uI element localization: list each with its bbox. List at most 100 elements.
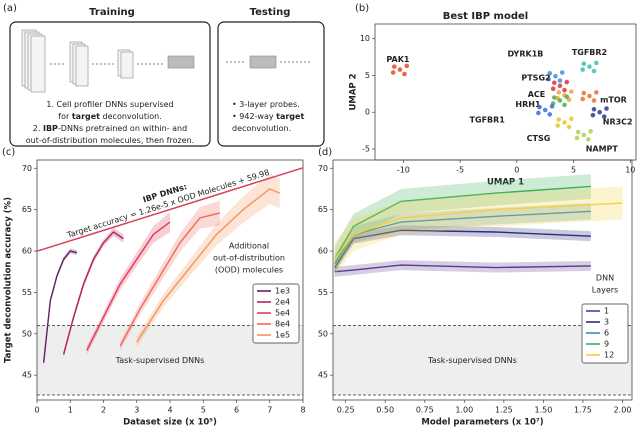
cluster-label: NR3C2 [603, 118, 633, 127]
x-tick-label: 1.50 [535, 406, 553, 415]
error-band [86, 212, 170, 355]
description-line: • 942-way target [232, 112, 304, 121]
panel-label: (c) [2, 147, 15, 158]
cluster-label: ACE [528, 90, 546, 99]
cluster-label: mTOR [600, 96, 627, 105]
series-line [136, 188, 280, 343]
x-tick-label: 1.75 [574, 406, 592, 415]
scatter-point [574, 135, 580, 141]
plot-area [333, 174, 623, 277]
x-tick-label: 0.25 [337, 406, 355, 415]
x-tick-label: 0.50 [376, 406, 394, 415]
reference-label: Task-supervised DNNs [427, 356, 517, 365]
scatter-point [564, 94, 570, 100]
y-tick-label: 55 [318, 288, 328, 297]
x-tick-label: 3 [134, 406, 139, 415]
legend-label: 1e5 [275, 331, 290, 340]
y-axis-label: UMAP 2 [349, 73, 359, 110]
scatter-point [537, 104, 542, 110]
series-line [42, 250, 78, 363]
scatter-point [580, 96, 585, 102]
x-tick-label: 1 [68, 406, 73, 415]
cluster-label: CTSG [527, 134, 551, 143]
text-segment: • 3-layer probes. [232, 100, 300, 109]
scatter-point [547, 70, 553, 76]
legend-title: (OOD) molecules [215, 266, 283, 275]
cluster-label: DYRK1B [507, 50, 543, 59]
y-tick-label: 0 [365, 108, 370, 117]
legend-label: 8e4 [275, 320, 290, 329]
scatter-point [569, 89, 574, 94]
scatter-point [557, 83, 563, 89]
legend-box [581, 303, 629, 364]
series-line [334, 202, 623, 260]
scatter-point [575, 129, 581, 135]
legend-title: Layers [592, 286, 618, 295]
cluster-label: TGFBR2 [572, 48, 607, 57]
series-line [334, 264, 591, 273]
legend-title: DNN [596, 274, 614, 283]
y-tick-label: 70 [22, 164, 32, 173]
scatter-point [556, 117, 562, 122]
series-line [333, 210, 591, 264]
x-tick-label: 6 [234, 406, 239, 415]
legend-box [252, 283, 300, 344]
x-tick-label: 4 [167, 406, 172, 415]
legend-title: out-of-distribution [213, 254, 285, 263]
y-tick-label: 65 [318, 205, 328, 214]
scatter-point [390, 70, 396, 75]
y-tick-label: 65 [22, 205, 32, 214]
scatter-point [551, 80, 557, 86]
series-line [62, 231, 124, 355]
scatter-point [566, 124, 572, 130]
scatter-point [553, 73, 558, 79]
scatter-point [590, 112, 596, 118]
reference-label: Task-supervised DNNs [115, 356, 205, 365]
y-tick-label: 50 [318, 329, 328, 338]
error-band [334, 203, 591, 272]
text-segment: deconvolution. [232, 124, 291, 133]
scatter-point [591, 68, 597, 74]
text-segment: deconvolution. [100, 112, 162, 121]
scatter-point [593, 60, 599, 66]
x-tick-label: -5 [456, 166, 464, 175]
y-tick-label: 45 [22, 371, 32, 380]
scatter-point [550, 86, 556, 91]
y-tick-label: 45 [318, 371, 328, 380]
scatter-point [536, 110, 541, 116]
series-line [333, 185, 591, 260]
y-tick-label: 5 [365, 71, 370, 80]
text-segment: 2. [33, 124, 43, 133]
scatter-point [397, 67, 403, 72]
legend-label: 12 [604, 351, 614, 360]
x-axis-label: Dataset size (x 10⁵) [123, 418, 217, 428]
error-band [334, 186, 623, 276]
description-line: 1. Cell profiler DNNs supervised [46, 100, 173, 109]
series-line [333, 229, 591, 268]
chart-title: Best IBP model [443, 11, 528, 22]
text-segment: 1. Cell profiler DNNs supervised [46, 100, 173, 109]
trend-line [36, 167, 304, 252]
scatter-point [555, 123, 560, 128]
scatter-point [569, 116, 574, 122]
error-band [136, 174, 280, 348]
scatter-point [597, 109, 602, 115]
scatter-point [404, 63, 410, 69]
scatter-point [581, 90, 587, 96]
scatter-point [581, 61, 587, 66]
scatter-point [391, 64, 397, 69]
y-axis-label: Target deconvolution accuracy (%) [4, 197, 14, 363]
training-box [9, 21, 211, 147]
cluster-label: PAK1 [386, 55, 410, 64]
testing-title: Testing [250, 7, 291, 18]
text-segment: -DNNs pretrained on within- and [58, 124, 187, 133]
x-tick-label: 0 [34, 406, 39, 415]
y-tick-label: 55 [22, 288, 32, 297]
legend-label: 6 [604, 329, 609, 338]
cluster-label: PTSG2 [521, 73, 550, 82]
x-tick-label: 0.75 [416, 406, 434, 415]
description-line: deconvolution. [232, 124, 291, 133]
legend-label: 5e4 [275, 309, 290, 318]
scatter-point [591, 106, 597, 112]
